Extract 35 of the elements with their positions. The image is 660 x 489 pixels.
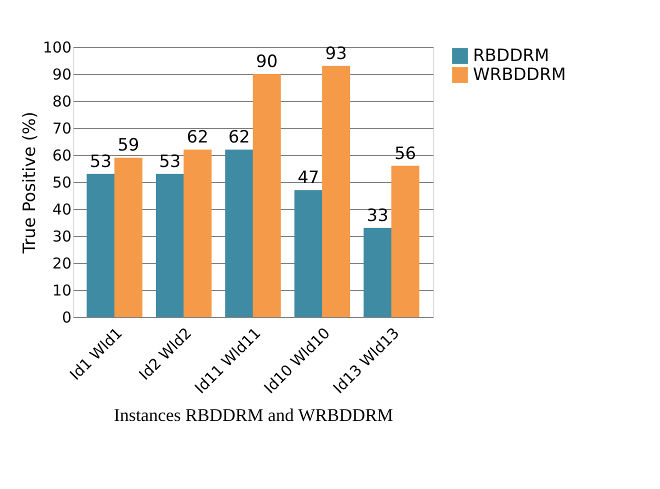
bar (184, 150, 212, 317)
y-tick-label: 100 (42, 38, 72, 56)
y-tick-label: 90 (52, 66, 72, 84)
y-tick-label: 50 (52, 174, 72, 192)
bar (156, 174, 184, 317)
y-tick-label: 20 (52, 254, 72, 272)
data-label: 53 (90, 152, 112, 172)
legend-label: WRBDDRM (473, 65, 566, 85)
data-label: 56 (394, 144, 416, 164)
y-axis-title: True Positive (%) (20, 112, 40, 254)
bar (86, 174, 115, 317)
data-label: 33 (366, 206, 388, 226)
y-tick-label: 30 (52, 228, 72, 246)
y-tick-label: 80 (52, 92, 72, 110)
y-tick-label: 0 (62, 308, 72, 326)
y-tick-label: 40 (52, 200, 72, 218)
data-label: 47 (298, 168, 320, 188)
y-tick-label: 70 (52, 120, 72, 138)
y-tick-label: 60 (52, 146, 72, 164)
bar (114, 158, 142, 317)
y-tick-label: 10 (52, 282, 72, 300)
data-label: 53 (159, 152, 181, 172)
data-label: 59 (118, 136, 140, 156)
data-label: 93 (325, 44, 347, 64)
bar (252, 74, 281, 317)
bar (225, 150, 254, 317)
bar (391, 166, 420, 317)
data-label: 90 (256, 52, 278, 72)
bar (364, 228, 392, 317)
data-label: 62 (186, 128, 208, 148)
bar (322, 66, 350, 317)
bar (294, 190, 322, 317)
data-label: 62 (228, 128, 250, 148)
legend-label: RBDDRM (473, 46, 550, 66)
x-axis-title: Instances RBDDRM and WRBDDRM (114, 405, 394, 426)
